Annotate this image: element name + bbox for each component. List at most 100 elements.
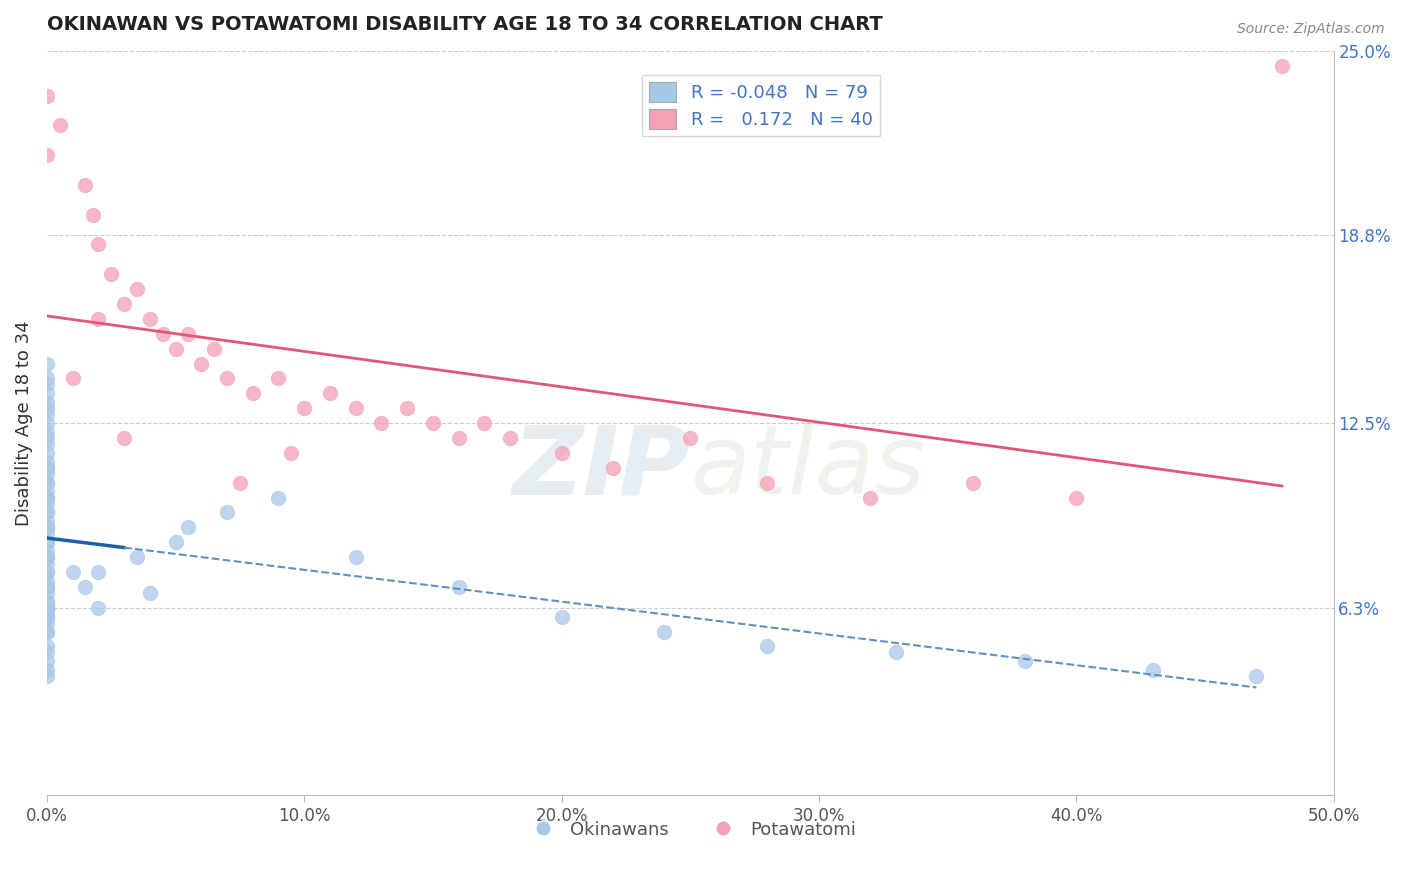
- Point: [35, 600, 58, 615]
- Point: [35, 544, 58, 558]
- Point: [152, 326, 174, 341]
- Legend: Okinawans, Potawatomi: Okinawans, Potawatomi: [517, 814, 863, 846]
- Point: [215, 371, 238, 385]
- Point: [35, 580, 58, 594]
- Point: [35, 401, 58, 416]
- Point: [1014, 654, 1036, 668]
- Point: [35, 604, 58, 618]
- Point: [35, 460, 58, 475]
- Point: [35, 595, 58, 609]
- Point: [756, 640, 779, 654]
- Point: [1246, 669, 1268, 683]
- Point: [267, 371, 290, 385]
- Point: [165, 342, 187, 356]
- Point: [35, 645, 58, 659]
- Point: [35, 520, 58, 534]
- Point: [35, 600, 58, 615]
- Point: [35, 654, 58, 668]
- Point: [422, 416, 444, 430]
- Point: [35, 386, 58, 401]
- Point: [35, 506, 58, 520]
- Point: [280, 446, 302, 460]
- Point: [859, 491, 882, 505]
- Point: [35, 550, 58, 565]
- Point: [35, 475, 58, 490]
- Point: [35, 609, 58, 624]
- Point: [35, 535, 58, 549]
- Point: [35, 595, 58, 609]
- Point: [49, 118, 72, 132]
- Point: [190, 357, 212, 371]
- Point: [87, 600, 110, 615]
- Point: [82, 208, 104, 222]
- Point: [35, 565, 58, 579]
- Point: [35, 600, 58, 615]
- Point: [165, 535, 187, 549]
- Point: [447, 431, 470, 445]
- Point: [1271, 59, 1294, 73]
- Point: [1064, 491, 1087, 505]
- Point: [35, 526, 58, 541]
- Point: [499, 431, 522, 445]
- Point: [35, 416, 58, 430]
- Point: [125, 282, 148, 296]
- Point: [472, 416, 495, 430]
- Point: [62, 371, 84, 385]
- Point: [35, 460, 58, 475]
- Point: [125, 550, 148, 565]
- Point: [35, 550, 58, 565]
- Point: [229, 475, 252, 490]
- Point: [35, 600, 58, 615]
- Point: [202, 342, 225, 356]
- Point: [679, 431, 702, 445]
- Point: [177, 520, 200, 534]
- Point: [35, 600, 58, 615]
- Point: [100, 267, 122, 281]
- Point: [35, 565, 58, 579]
- Point: [35, 574, 58, 588]
- Point: [35, 609, 58, 624]
- Point: [35, 148, 58, 162]
- Point: [35, 640, 58, 654]
- Point: [550, 609, 572, 624]
- Point: [35, 663, 58, 677]
- Point: [35, 624, 58, 639]
- Point: [35, 491, 58, 505]
- Point: [87, 237, 110, 252]
- Text: OKINAWAN VS POTAWATOMI DISABILITY AGE 18 TO 34 CORRELATION CHART: OKINAWAN VS POTAWATOMI DISABILITY AGE 18…: [46, 15, 883, 34]
- Point: [35, 467, 58, 481]
- Point: [35, 586, 58, 600]
- Point: [344, 550, 367, 565]
- Point: [35, 535, 58, 549]
- Point: [87, 565, 110, 579]
- Point: [75, 178, 97, 192]
- Point: [35, 491, 58, 505]
- Point: [447, 580, 470, 594]
- Point: [139, 311, 162, 326]
- Point: [35, 600, 58, 615]
- Text: Source: ZipAtlas.com: Source: ZipAtlas.com: [1237, 22, 1385, 37]
- Point: [602, 460, 624, 475]
- Point: [35, 455, 58, 469]
- Point: [35, 615, 58, 630]
- Point: [550, 446, 572, 460]
- Point: [215, 506, 238, 520]
- Point: [35, 431, 58, 445]
- Point: [177, 326, 200, 341]
- Point: [370, 416, 392, 430]
- Point: [267, 491, 290, 505]
- Point: [35, 425, 58, 439]
- Point: [35, 669, 58, 683]
- Point: [35, 506, 58, 520]
- Point: [112, 431, 135, 445]
- Point: [35, 377, 58, 392]
- Point: [396, 401, 419, 416]
- Point: [35, 88, 58, 103]
- Point: [242, 386, 264, 401]
- Point: [35, 496, 58, 510]
- Point: [756, 475, 779, 490]
- Point: [35, 484, 58, 499]
- Point: [35, 580, 58, 594]
- Text: atlas: atlas: [690, 421, 925, 515]
- Point: [87, 311, 110, 326]
